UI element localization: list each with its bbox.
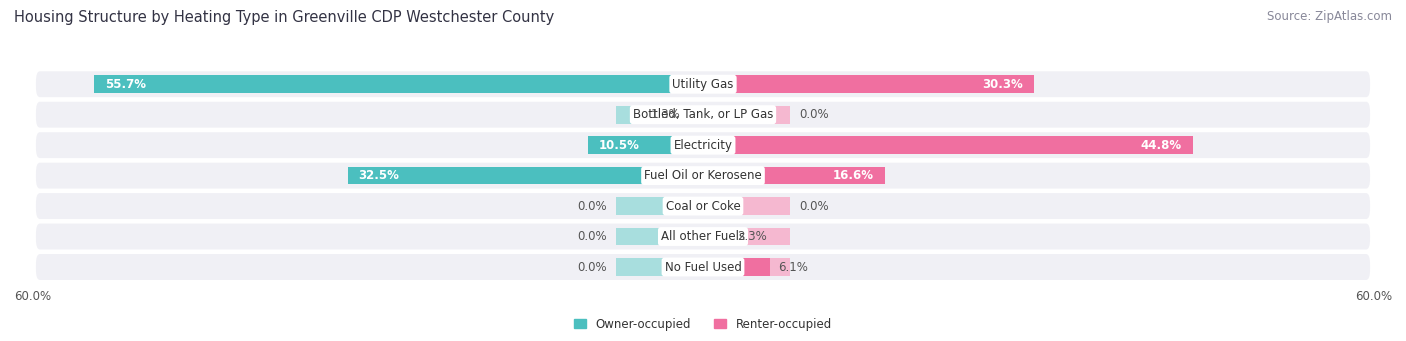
Bar [703,75,1035,93]
Text: Fuel Oil or Kerosene: Fuel Oil or Kerosene [644,169,762,182]
Text: 6.1%: 6.1% [779,261,808,273]
Bar [703,228,790,246]
Text: 55.7%: 55.7% [105,78,146,91]
Bar [703,197,790,215]
Bar [703,167,884,184]
Text: 0.0%: 0.0% [799,108,830,121]
Legend: Owner-occupied, Renter-occupied: Owner-occupied, Renter-occupied [571,314,835,334]
Bar [616,167,703,184]
Bar [588,136,703,154]
Text: 16.6%: 16.6% [832,169,873,182]
FancyBboxPatch shape [37,224,1369,250]
Text: 10.5%: 10.5% [599,139,640,152]
Bar [616,197,703,215]
Text: 44.8%: 44.8% [1140,139,1182,152]
FancyBboxPatch shape [37,163,1369,189]
Bar [616,106,703,123]
Bar [616,136,703,154]
Bar [347,167,703,184]
Text: 0.0%: 0.0% [576,230,607,243]
Text: 30.3%: 30.3% [983,78,1024,91]
Text: No Fuel Used: No Fuel Used [665,261,741,273]
Bar [689,106,703,123]
Bar [703,106,790,123]
Text: 60.0%: 60.0% [14,290,51,303]
Bar [703,228,728,246]
Text: Source: ZipAtlas.com: Source: ZipAtlas.com [1267,10,1392,23]
FancyBboxPatch shape [37,193,1369,219]
Bar [616,75,703,93]
Bar [616,228,703,246]
Text: Electricity: Electricity [673,139,733,152]
Text: 0.0%: 0.0% [799,199,830,212]
Bar [703,136,1192,154]
Bar [703,75,790,93]
Bar [703,258,769,276]
Text: 0.0%: 0.0% [576,199,607,212]
Bar [703,167,790,184]
Bar [703,136,790,154]
Text: 32.5%: 32.5% [359,169,399,182]
Text: 2.3%: 2.3% [737,230,766,243]
Text: 0.0%: 0.0% [576,261,607,273]
Text: All other Fuels: All other Fuels [661,230,745,243]
Bar [703,258,790,276]
Bar [616,258,703,276]
Text: 1.3%: 1.3% [651,108,681,121]
Text: 60.0%: 60.0% [1355,290,1392,303]
Text: Coal or Coke: Coal or Coke [665,199,741,212]
FancyBboxPatch shape [37,254,1369,280]
Text: Bottled, Tank, or LP Gas: Bottled, Tank, or LP Gas [633,108,773,121]
Bar [94,75,703,93]
FancyBboxPatch shape [37,132,1369,158]
FancyBboxPatch shape [37,71,1369,97]
Text: Housing Structure by Heating Type in Greenville CDP Westchester County: Housing Structure by Heating Type in Gre… [14,10,554,25]
FancyBboxPatch shape [37,102,1369,128]
Text: Utility Gas: Utility Gas [672,78,734,91]
